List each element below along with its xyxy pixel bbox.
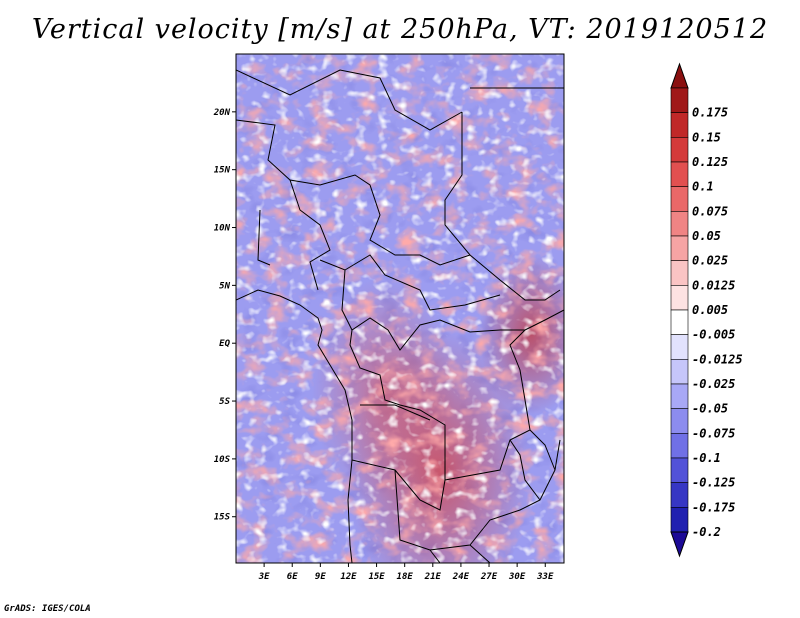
- lon-tick-label: 15E: [368, 572, 385, 582]
- lon-tick-label: 24E: [452, 572, 470, 582]
- lat-tick-label: 15S: [214, 513, 231, 523]
- colorbar-label: 0.125: [692, 155, 728, 169]
- lat-tick-label: 15N: [214, 166, 231, 176]
- colorbar-label: 0.15: [692, 130, 721, 144]
- colorbar-swatch: [670, 482, 689, 508]
- lon-tick-label: 33E: [536, 572, 554, 582]
- longitude-axis: 3E 6E 9E 12E 15E 18E 21E 24E 27E 30E 33E: [258, 563, 554, 582]
- colorbar-swatch: [670, 433, 689, 459]
- lat-tick-label: 5S: [219, 397, 230, 407]
- colorbar-label: 0.1: [692, 180, 714, 194]
- colorbar-swatch: [670, 137, 689, 163]
- lon-tick-label: 6E: [287, 572, 298, 582]
- colorbar-label: -0.125: [692, 476, 735, 490]
- colorbar-label: 0.05: [692, 229, 721, 243]
- colorbar-label: 0.0125: [692, 278, 735, 292]
- colorbar-swatch: [670, 334, 689, 360]
- colorbar-label: 0.005: [692, 303, 728, 317]
- lat-tick-label: 10N: [214, 224, 231, 234]
- credit-label: GrADS: IGES/COLA: [4, 604, 91, 614]
- lon-tick-label: 30E: [508, 572, 526, 582]
- chart-title: Vertical velocity [m/s] at 250hPa, VT: 2…: [31, 14, 769, 45]
- colorbar-label: 0.075: [692, 204, 728, 218]
- colorbar-swatch: [670, 260, 689, 286]
- lat-tick-label: 10S: [214, 455, 231, 465]
- lon-tick-label: 12E: [340, 572, 357, 582]
- colorbar-swatch: [670, 309, 689, 335]
- colorbar-swatch: [670, 457, 689, 483]
- map-field: [236, 54, 564, 563]
- colorbar: 0.175 0.15 0.125 0.1 0.075 0.05 0.025 0.0125 0.0…: [670, 62, 743, 558]
- colorbar-bottom-arrow: [670, 531, 689, 558]
- lat-tick-label: 20N: [213, 108, 231, 118]
- colorbar-swatch: [670, 186, 689, 212]
- colorbar-swatch: [670, 235, 689, 261]
- colorbar-swatch: [670, 87, 689, 113]
- colorbar-swatch: [670, 285, 689, 311]
- lon-tick-label: 27E: [480, 572, 498, 582]
- lon-tick-label: 21E: [424, 572, 442, 582]
- lat-tick-label: EQ: [219, 339, 230, 349]
- colorbar-swatch: [670, 507, 689, 533]
- colorbar-top-arrow: [670, 62, 689, 89]
- map-frame: [235, 53, 565, 564]
- colorbar-swatch: [670, 359, 689, 385]
- colorbar-swatch: [670, 383, 689, 409]
- colorbar-swatch: [670, 112, 689, 138]
- latitude-axis: 20N 15N 10N 5N EQ 5S 10S 15S: [213, 108, 236, 523]
- colorbar-label: -0.005: [692, 328, 735, 342]
- colorbar-label: -0.1: [692, 451, 721, 465]
- colorbar-label: 0.025: [692, 254, 728, 268]
- country-borders: [236, 69, 564, 563]
- lon-tick-label: 18E: [397, 572, 414, 582]
- lat-tick-label: 5N: [219, 281, 230, 291]
- colorbar-label: -0.0125: [692, 352, 743, 366]
- colorbar-label: -0.075: [692, 426, 735, 440]
- colorbar-label: 0.175: [692, 106, 728, 120]
- colorbar-swatch: [670, 161, 689, 187]
- colorbar-swatch: [670, 211, 689, 237]
- colorbar-swatch: [670, 408, 689, 434]
- colorbar-label: -0.175: [692, 500, 735, 514]
- colorbar-label: -0.05: [692, 402, 728, 416]
- lon-tick-label: 9E: [315, 572, 326, 582]
- lon-tick-label: 3E: [258, 572, 270, 582]
- colorbar-label: -0.2: [692, 525, 721, 539]
- colorbar-label: -0.025: [692, 377, 735, 391]
